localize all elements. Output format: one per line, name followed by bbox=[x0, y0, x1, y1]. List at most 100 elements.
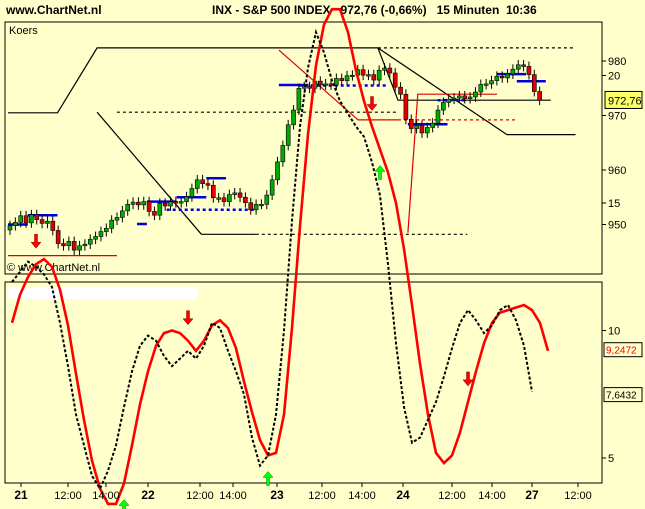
candle bbox=[269, 179, 275, 196]
x-day-label: 27 bbox=[525, 488, 539, 502]
candle bbox=[398, 86, 403, 95]
candle bbox=[457, 95, 462, 99]
candle bbox=[483, 83, 489, 86]
x-time-label: 14:00 bbox=[478, 490, 506, 502]
candle bbox=[205, 183, 211, 186]
candle bbox=[334, 78, 339, 86]
candle bbox=[489, 80, 494, 85]
x-day-label: 23 bbox=[270, 488, 284, 502]
last-price: 972,76 bbox=[340, 3, 378, 17]
price-reference-line bbox=[8, 47, 551, 114]
x-time-label: 14:00 bbox=[92, 490, 120, 502]
signal-value-label: 7,6432 bbox=[606, 391, 637, 402]
candle bbox=[317, 80, 323, 86]
candle bbox=[200, 179, 205, 184]
candle bbox=[521, 64, 526, 67]
x-time-label: 12:00 bbox=[186, 490, 214, 502]
candle bbox=[392, 72, 398, 88]
candle bbox=[339, 78, 345, 81]
candle bbox=[505, 73, 510, 79]
price-y-tick-label: 960 bbox=[608, 165, 626, 177]
candle bbox=[7, 225, 13, 231]
candle bbox=[237, 192, 243, 198]
candle bbox=[248, 202, 254, 211]
candle bbox=[71, 241, 77, 251]
candle bbox=[178, 201, 184, 204]
candle bbox=[77, 245, 82, 251]
candle bbox=[462, 95, 468, 99]
interval: 15 Minuten bbox=[436, 3, 500, 17]
oscillator-panel-frame bbox=[4, 281, 603, 484]
buy-signal-arrow bbox=[118, 499, 130, 509]
candle bbox=[307, 86, 312, 89]
candle bbox=[194, 179, 200, 189]
candle bbox=[104, 228, 109, 232]
oscillator-y-tick-label: 10 bbox=[608, 326, 620, 338]
last-price-label: 972,76 bbox=[608, 95, 642, 107]
candle bbox=[162, 202, 168, 207]
candle bbox=[323, 83, 328, 86]
x-day-label: 21 bbox=[14, 488, 28, 502]
candle bbox=[473, 91, 478, 98]
candle bbox=[344, 75, 350, 81]
candle bbox=[87, 238, 93, 245]
oscillator-y-tick-label: 5 bbox=[608, 453, 614, 465]
candle bbox=[387, 67, 393, 74]
candle bbox=[350, 74, 355, 77]
candle bbox=[189, 188, 195, 198]
candle bbox=[414, 125, 419, 129]
candle bbox=[499, 75, 505, 79]
price-reference-line bbox=[96, 111, 202, 235]
price-reference-line bbox=[407, 93, 497, 233]
candle bbox=[403, 93, 409, 120]
candle bbox=[173, 201, 179, 204]
candle bbox=[275, 161, 280, 181]
sell-signal-arrow bbox=[182, 310, 194, 326]
price-reference-line bbox=[278, 49, 398, 121]
index-name: S&P 500 INDEX bbox=[242, 3, 331, 17]
candle bbox=[55, 230, 61, 244]
candle bbox=[360, 69, 366, 76]
price-change: (-0,66%) bbox=[380, 3, 427, 17]
price-y-tick-label: 950 bbox=[608, 220, 626, 232]
price-reference-line bbox=[377, 47, 508, 136]
candle bbox=[243, 196, 248, 203]
last-price-box bbox=[604, 90, 643, 109]
candle bbox=[136, 201, 141, 206]
quote-time: 10:36 bbox=[505, 3, 537, 17]
candle bbox=[152, 211, 157, 216]
candle bbox=[146, 201, 152, 212]
oscillator-y-tick-label: 15 bbox=[608, 198, 620, 210]
symbol: INX bbox=[212, 3, 233, 17]
x-time-label: 12:00 bbox=[564, 490, 592, 502]
candle bbox=[227, 194, 232, 202]
candle bbox=[537, 91, 542, 101]
candle bbox=[301, 86, 307, 89]
candle bbox=[264, 194, 270, 205]
sell-signal-arrow bbox=[30, 233, 42, 249]
x-time-label: 12:00 bbox=[54, 490, 82, 502]
candle bbox=[382, 67, 387, 71]
candle bbox=[371, 74, 377, 81]
candle bbox=[39, 219, 45, 224]
candle bbox=[510, 68, 516, 75]
main-value-label: 9,2472 bbox=[606, 346, 637, 357]
x-time-label: 12:00 bbox=[438, 490, 466, 502]
candle bbox=[184, 196, 189, 202]
candle bbox=[157, 202, 163, 216]
candle bbox=[424, 127, 430, 134]
candle bbox=[376, 69, 382, 81]
candle bbox=[285, 124, 291, 146]
candle bbox=[141, 201, 147, 206]
candle bbox=[232, 192, 237, 195]
price-y-tick-label: 980 bbox=[608, 56, 626, 68]
candle bbox=[168, 201, 173, 207]
signal-value-box bbox=[603, 387, 643, 403]
x-time-label: 12:00 bbox=[308, 490, 336, 502]
candle bbox=[130, 201, 136, 205]
candle bbox=[120, 210, 125, 218]
x-day-label: 22 bbox=[141, 488, 155, 502]
quote-header: INX - S&P 500 INDEX 972,76 (-0,66%) 15 M… bbox=[212, 3, 537, 17]
price-panel-frame bbox=[4, 21, 603, 275]
